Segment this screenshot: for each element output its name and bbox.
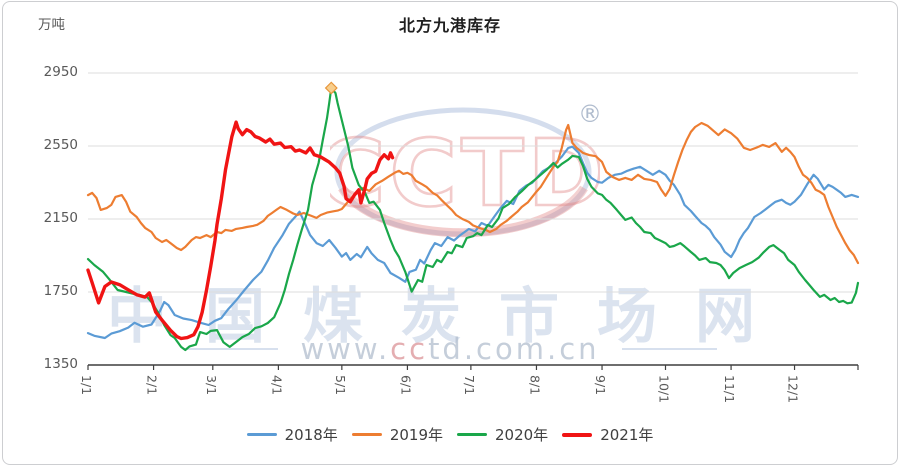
- watermark-url-row: www.cctd.com.cn: [0, 332, 900, 366]
- y-tick-label-1750: 1750: [43, 283, 78, 299]
- legend-swatch-2019年: [351, 433, 382, 436]
- y-axis-unit-label: 万吨: [38, 17, 65, 33]
- legend-item-2019年: 2019年: [351, 424, 443, 445]
- logo-registered-mark: ®: [578, 100, 600, 128]
- legend-swatch-2020年: [457, 433, 487, 436]
- y-tick-label-2150: 2150: [43, 210, 78, 226]
- x-tick-label-4/1: 4/1: [269, 375, 284, 395]
- x-tick-label-3/1: 3/1: [204, 375, 219, 395]
- watermark-dash-right: [621, 348, 717, 350]
- watermark-url-mid: cc: [390, 332, 429, 366]
- watermark-url: www.cctd.com.cn: [300, 332, 599, 366]
- y-tick-label-2950: 2950: [43, 64, 78, 80]
- legend-label-2020年: 2020年: [495, 426, 549, 444]
- x-tick-label-10/1: 10/1: [657, 375, 672, 403]
- watermark-url-pre: www.: [300, 332, 391, 366]
- x-tick-label-7/1: 7/1: [462, 375, 477, 395]
- x-tick-label-9/1: 9/1: [593, 375, 608, 395]
- y-tick-label-2550: 2550: [43, 137, 78, 153]
- series-line-2019年: [86, 121, 860, 265]
- series-line-2020年: [86, 86, 860, 352]
- x-tick-label-1/1: 1/1: [79, 375, 94, 395]
- watermark-url-post: td.com.cn: [428, 332, 600, 366]
- x-tick-label-2/1: 2/1: [145, 375, 160, 395]
- legend-label-2021年: 2021年: [600, 426, 654, 444]
- legend-label-2018年: 2018年: [284, 426, 338, 444]
- chart-title: 北方九港库存: [398, 16, 501, 35]
- series-line-2021年: [86, 120, 395, 341]
- x-tick-label-5/1: 5/1: [333, 375, 348, 395]
- logo-cctd-text: CCTD: [330, 120, 600, 227]
- x-tick-label-11/1: 11/1: [722, 375, 737, 403]
- watermark-brand-text: 中国煤炭市场网: [107, 282, 793, 352]
- legend-item-2020年: 2020年: [457, 424, 548, 445]
- legend-swatch-2021年: [562, 432, 593, 437]
- x-tick-label-8/1: 8/1: [527, 375, 542, 395]
- legend: 2018年 2019年 2020年 2021年: [0, 424, 900, 445]
- x-tick-label-6/1: 6/1: [398, 375, 413, 395]
- watermark-dash-left: [183, 348, 279, 350]
- x-tick-label-12/1: 12/1: [786, 375, 801, 403]
- legend-item-2018年: 2018年: [246, 424, 338, 445]
- peak-marker-diamond: [324, 81, 338, 95]
- legend-label-2019年: 2019年: [389, 426, 443, 444]
- legend-swatch-2018年: [246, 433, 277, 436]
- y-tick-label-1350: 1350: [43, 356, 78, 372]
- legend-item-2021年: 2021年: [562, 424, 653, 445]
- cctd-logo-watermark: CCTD ®: [330, 100, 600, 238]
